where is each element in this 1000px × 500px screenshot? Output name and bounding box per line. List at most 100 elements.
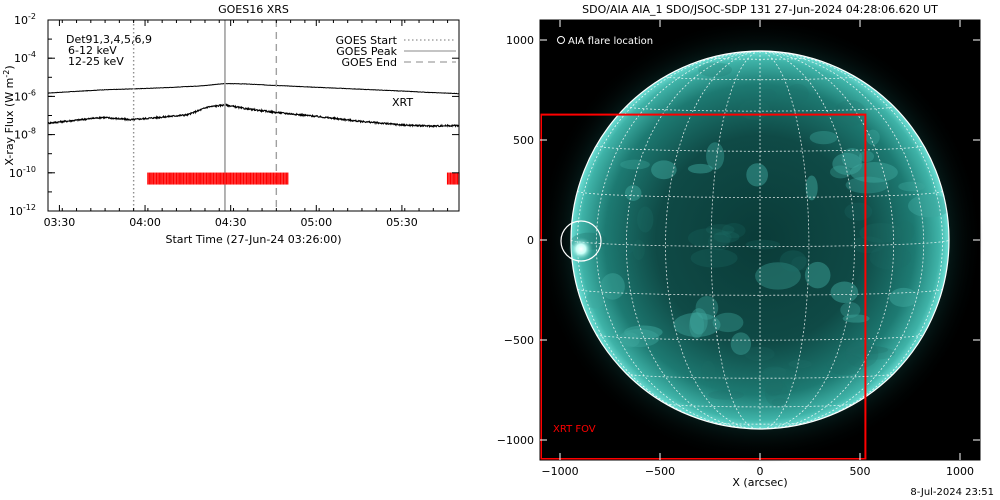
solar-feature: [624, 185, 642, 201]
solar-feature: [687, 228, 732, 248]
y-tick-label: 10-6: [14, 88, 36, 103]
aia-x-tick-label: 1000: [946, 465, 974, 478]
solar-feature: [637, 206, 654, 233]
aia-ticks: −1000 −500 0 500 1000 1000 500 0 −500 −1000: [497, 20, 980, 478]
aia-y-tick-label: 500: [513, 134, 534, 147]
solar-feature: [865, 129, 880, 145]
aia-y-tick-label: 0: [527, 234, 534, 247]
solar-texture: [571, 62, 949, 407]
solar-feature: [896, 220, 915, 243]
band-label-6-12: 6-12 keV: [68, 44, 117, 57]
goes-xrs-lightcurve: GOES16 XRS 03:30 04:00 04:30 05:00 05:30 10-1…: [2, 3, 460, 246]
solar-feature: [764, 376, 783, 397]
solar-feature: [624, 325, 663, 339]
legend-goes-start: GOES Start: [336, 34, 398, 47]
x-tick-label: 04:30: [215, 216, 247, 229]
aia-x-tick-label: −500: [645, 465, 675, 478]
solar-feature: [805, 175, 818, 201]
series-line-0: [48, 82, 459, 95]
event-legend: GOES Start GOES Peak GOES End: [336, 34, 456, 69]
x-tick-label: 05:00: [300, 216, 332, 229]
solar-feature: [830, 165, 851, 179]
grid-line: [595, 51, 761, 429]
aia-y-tick-label: 1000: [506, 34, 534, 47]
footer-timestamp: 8-Jul-2024 23:51: [910, 487, 994, 498]
flare-legend-icon: [557, 36, 565, 44]
solar-feature: [745, 239, 780, 250]
solar-feature: [620, 159, 650, 170]
solar-feature: [600, 273, 625, 300]
aia-y-tick-label: −500: [504, 334, 534, 347]
aia-x-tick-label: 500: [850, 465, 871, 478]
y-tick-label: 10-4: [14, 50, 36, 65]
xrt-fov-label: XRT FOV: [553, 424, 596, 435]
solar-feature: [841, 148, 863, 169]
grid-line: [665, 51, 761, 429]
solar-feature: [788, 359, 812, 369]
flare-legend-label: AIA flare location: [568, 36, 653, 47]
solar-feature: [712, 312, 744, 333]
xrt-fov-box: [540, 113, 867, 460]
solar-feature: [738, 99, 770, 120]
solar-feature: [673, 312, 721, 337]
solar-feature: [651, 160, 677, 180]
solar-feature: [619, 329, 660, 348]
solar-feature: [701, 360, 716, 382]
solar-feature: [826, 353, 864, 376]
aia-x-tick-label: −1000: [541, 465, 578, 478]
grid-line: [665, 76, 855, 81]
lightcurve-title: GOES16 XRS: [218, 3, 289, 16]
solar-feature: [746, 163, 769, 187]
lightcurve-xlabel: Start Time (27-Jun-24 03:26:00): [166, 233, 342, 246]
grid-line: [759, 51, 855, 429]
series-line-1: [48, 103, 459, 129]
solar-feature: [687, 163, 713, 174]
y-tick-label: 10-2: [14, 12, 36, 27]
flare-location-circle: [560, 220, 602, 262]
solar-feature: [889, 287, 918, 307]
solar-feature: [791, 256, 811, 271]
grid-line: [596, 334, 924, 341]
solar-feature: [833, 100, 867, 127]
solar-feature: [845, 340, 879, 368]
solar-feature: [617, 241, 634, 255]
solar-feature: [730, 332, 752, 356]
solar-feature: [708, 390, 744, 400]
aia-title: SDO/AIA AIA_1 SDO/JSOC-SDP 131 27-Jun-20…: [582, 3, 938, 16]
flare-brightening: [569, 237, 593, 261]
heliographic-grid: [571, 51, 949, 429]
x-tick-label: 03:30: [44, 216, 76, 229]
detector-label: Det91,3,4,5,6,9: [66, 33, 152, 46]
solar-feature: [689, 308, 708, 335]
solar-feature: [708, 232, 731, 251]
y-tick-label: 10-8: [14, 127, 36, 142]
solar-feature: [713, 231, 740, 243]
solar-feature: [786, 83, 809, 104]
lightcurve-series-layer: [48, 82, 459, 129]
solar-feature: [907, 194, 949, 218]
solar-feature: [809, 130, 838, 145]
solar-feature: [698, 62, 733, 78]
solar-feature: [771, 397, 790, 407]
solar-feature: [844, 202, 873, 221]
grid-line: [759, 51, 810, 429]
solar-feature: [851, 236, 885, 254]
x-tick-label: 04:00: [129, 216, 161, 229]
solar-feature: [858, 150, 875, 163]
band-label-12-25: 12-25 keV: [68, 55, 124, 68]
solar-feature: [705, 224, 735, 236]
solar-feature: [845, 345, 889, 355]
xrt-coverage-layer: [147, 172, 460, 185]
solar-feature: [832, 152, 863, 175]
solar-feature: [762, 366, 787, 378]
solar-feature: [842, 314, 870, 323]
y-tick-label: 10-12: [9, 203, 36, 218]
aia-xlabel: X (arcsec): [732, 476, 787, 489]
solar-feature: [695, 295, 719, 320]
solar-feature: [689, 312, 705, 339]
aia-y-tick-label: −1000: [497, 434, 534, 447]
solar-feature: [621, 332, 640, 348]
grid-line: [665, 403, 855, 408]
solar-feature: [706, 142, 725, 170]
